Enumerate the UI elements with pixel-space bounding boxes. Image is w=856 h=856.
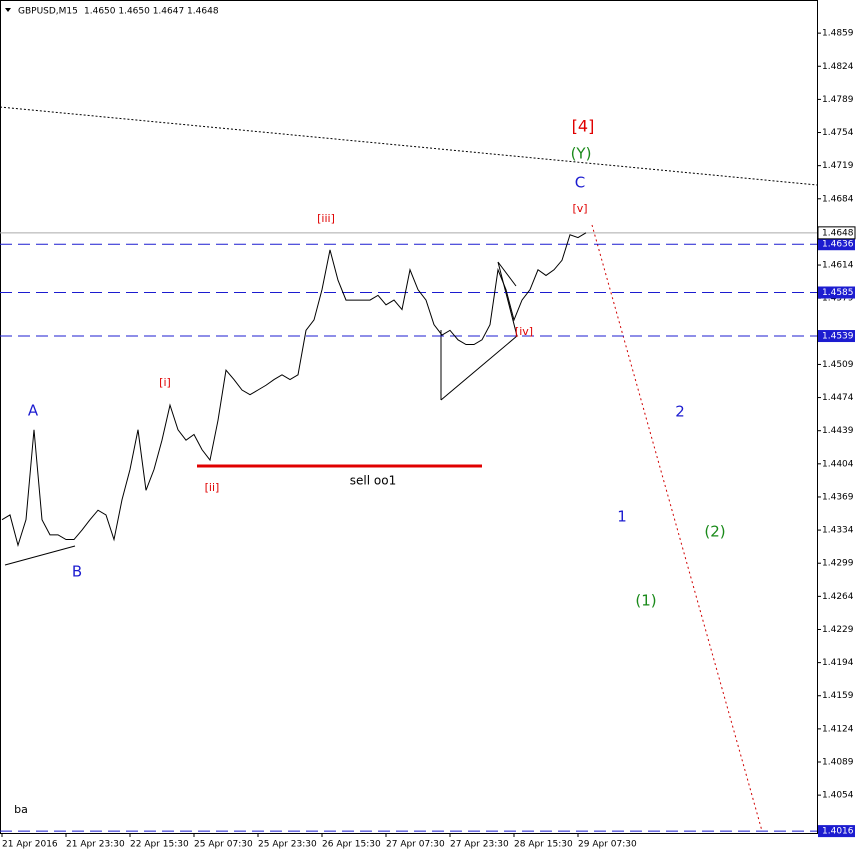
wave-label: (Y)	[571, 145, 592, 163]
wave-label: C	[575, 174, 585, 192]
x-tick-label: 28 Apr 15:30	[514, 840, 573, 850]
wave-label: [i]	[159, 376, 171, 389]
x-tick-label: 27 Apr 23:30	[450, 840, 509, 850]
level-label: 1.4636	[822, 240, 854, 250]
level-box	[818, 286, 855, 299]
wave-label: B	[72, 563, 82, 581]
y-tick-label: 1.4509	[822, 360, 854, 370]
wave-label: (1)	[635, 592, 656, 610]
wave-label: A	[28, 402, 39, 420]
plot-frame	[0, 0, 818, 834]
trend-drawing	[4, 545, 76, 566]
level-label: 1.4585	[822, 288, 854, 298]
chart-title: GBPUSD,M15	[18, 7, 78, 17]
y-tick-label: 1.4089	[822, 758, 854, 768]
y-tick-label: 1.4824	[822, 62, 854, 72]
wave-label: [ii]	[205, 481, 220, 494]
y-tick-label: 1.4754	[822, 128, 854, 138]
wave-label: [iii]	[317, 212, 335, 225]
y-tick-label: 1.4439	[822, 426, 854, 436]
y-tick-label: 1.4719	[822, 161, 854, 171]
wave-label: (2)	[704, 523, 725, 541]
level-box	[818, 330, 855, 343]
x-tick-label: 21 Apr 2016	[2, 840, 58, 850]
y-tick-label: 1.4054	[822, 791, 854, 801]
x-tick-label: 26 Apr 15:30	[322, 840, 381, 850]
wave-label: 2	[675, 403, 685, 421]
triangle-drawing	[440, 261, 518, 401]
y-tick-label: 1.4474	[822, 393, 854, 403]
x-tick-label: 29 Apr 07:30	[578, 840, 637, 850]
y-tick-label: 1.4579	[822, 294, 854, 304]
wave-label: [v]	[572, 202, 587, 215]
current-price-box	[817, 226, 856, 240]
y-tick-label: 1.4229	[822, 625, 854, 635]
y-tick-label: 1.4404	[822, 459, 854, 469]
y-tick-label: 1.4264	[822, 592, 854, 602]
x-tick-label: 25 Apr 23:30	[258, 840, 317, 850]
ohlc-text: 1.4650 1.4650 1.4647 1.4648	[84, 7, 219, 17]
trend-line	[0, 106, 818, 186]
price-line	[1, 232, 587, 548]
wave-label: ba	[14, 803, 28, 816]
wave-label: [iv]	[515, 325, 533, 338]
level-box	[818, 238, 855, 251]
current-price-label: 1.4648	[822, 228, 854, 238]
wave-label: sell oo1	[350, 474, 396, 488]
y-tick-label: 1.4159	[822, 691, 854, 701]
y-tick-label: 1.4299	[822, 559, 854, 569]
level-label: 1.4539	[822, 332, 854, 342]
x-tick-label: 25 Apr 07:30	[194, 840, 253, 850]
y-tick-label: 1.4789	[822, 95, 854, 105]
x-tick-label: 27 Apr 07:30	[386, 840, 445, 850]
y-tick-label: 1.4369	[822, 492, 854, 502]
x-tick-label: 22 Apr 15:30	[130, 840, 189, 850]
y-tick-label: 1.4859	[822, 29, 854, 39]
x-tick-label: 21 Apr 23:30	[66, 840, 125, 850]
y-tick-label: 1.4684	[822, 194, 854, 204]
y-tick-label: 1.4124	[822, 724, 854, 734]
wave-label: [4]	[572, 117, 595, 136]
menu-icon	[5, 8, 11, 12]
y-tick-label: 1.4334	[822, 526, 854, 536]
level-box	[818, 825, 855, 838]
y-tick-label: 1.4194	[822, 658, 854, 668]
wave-label: 1	[617, 508, 627, 526]
y-tick-label: 1.4614	[822, 261, 854, 271]
level-label: 1.4016	[822, 827, 854, 837]
